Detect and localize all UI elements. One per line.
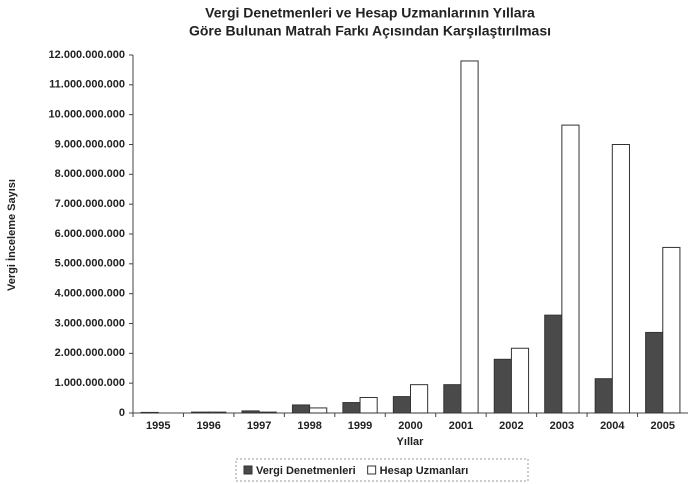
x-tick-label: 2001 (449, 420, 473, 432)
bar (309, 407, 328, 414)
y-axis-label: Vergi İnceleme Sayısı (5, 179, 18, 291)
x-tick-label: 1995 (146, 420, 170, 432)
bar (662, 246, 681, 414)
y-tick-label: 5.000.000.000 (55, 258, 125, 270)
bar (410, 384, 429, 414)
y-tick-label: 12.000.000.000 (49, 49, 125, 61)
y-tick-label: 7.000.000.000 (55, 198, 125, 210)
bar (460, 60, 479, 414)
x-tick-label: 2005 (651, 420, 675, 432)
bar (241, 410, 260, 414)
x-tick-label: 1999 (348, 420, 372, 432)
x-tick-label: 2004 (600, 420, 625, 432)
x-tick-label: 1996 (196, 420, 220, 432)
y-tick-label: 10.000.000.000 (49, 109, 125, 121)
legend-label: Vergi Denetmenleri (256, 465, 356, 477)
bar (443, 384, 462, 414)
x-axis-label: Yıllar (397, 436, 425, 448)
legend-swatch (243, 465, 253, 475)
legend-label: Hesap Uzmanları (380, 465, 469, 477)
x-tick-label: 2000 (398, 420, 422, 432)
bar (359, 396, 378, 414)
y-tick-label: 1.000.000.000 (55, 377, 125, 389)
bar (208, 411, 227, 414)
bar (645, 331, 664, 414)
bar (342, 402, 361, 414)
y-tick-label: 4.000.000.000 (55, 288, 125, 300)
x-tick-label: 2003 (550, 420, 574, 432)
bar (510, 347, 530, 414)
y-tick-label: 3.000.000.000 (55, 317, 125, 329)
bar (291, 404, 311, 414)
bar (611, 144, 630, 414)
y-tick-label: 8.000.000.000 (55, 168, 125, 180)
y-tick-label: 0 (119, 407, 125, 419)
bar (561, 124, 580, 414)
y-tick-label: 9.000.000.000 (55, 138, 125, 150)
x-tick-label: 1997 (247, 420, 271, 432)
bar (544, 314, 563, 414)
legend-swatch (367, 465, 377, 475)
x-tick-label: 1998 (297, 420, 321, 432)
bar (392, 396, 412, 414)
x-tick-label: 2002 (499, 420, 523, 432)
chart-title: Göre Bulunan Matrah Farkı Açısından Karş… (189, 23, 551, 39)
y-tick-label: 6.000.000.000 (55, 228, 125, 240)
y-tick-label: 11.000.000.000 (49, 79, 125, 91)
y-tick-label: 2.000.000.000 (55, 347, 125, 359)
bar (140, 411, 159, 414)
bar (258, 411, 277, 414)
bar (493, 358, 512, 414)
bar (191, 411, 210, 414)
legend-box (235, 458, 529, 482)
bar (594, 378, 613, 414)
chart-title: Vergi Denetmenleri ve Hesap Uzmanlarının… (205, 5, 535, 21)
